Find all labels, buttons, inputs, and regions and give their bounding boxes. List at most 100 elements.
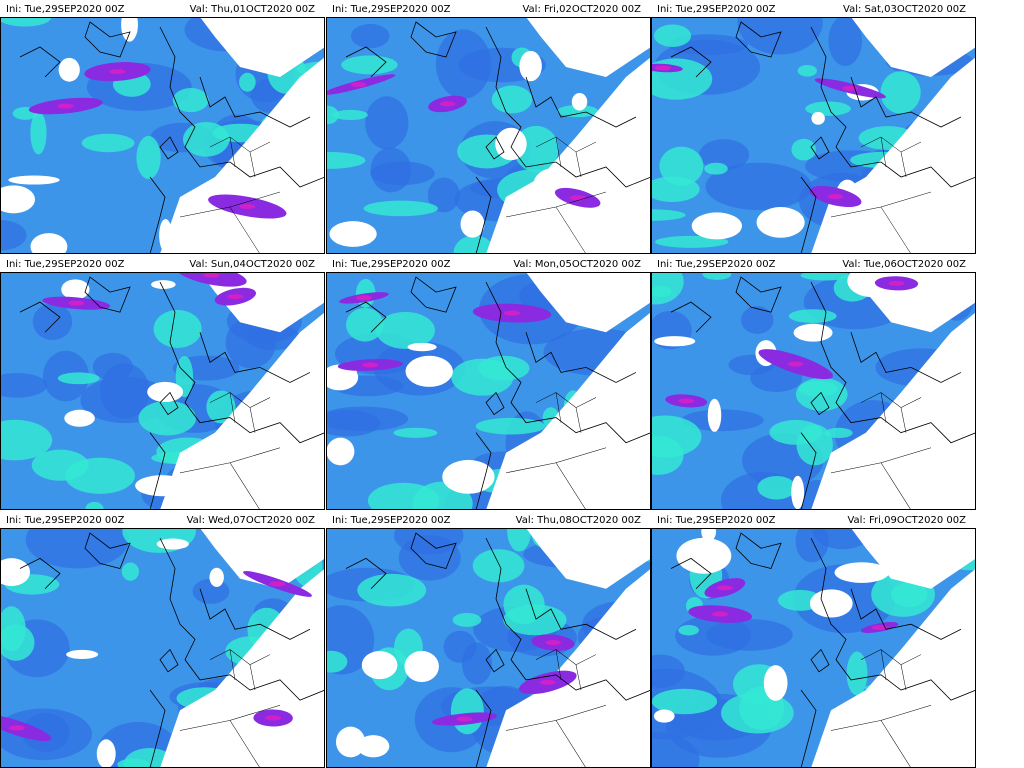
map (0, 17, 325, 254)
dry-land (811, 312, 976, 510)
init-label: Ini: Tue,29SEP2020 00Z (332, 515, 451, 526)
very-heavy-precip (109, 69, 126, 75)
dry-patch (357, 735, 390, 758)
light-precip (453, 235, 495, 254)
dry-patch (174, 723, 191, 748)
borders (179, 392, 281, 510)
precip-area (0, 219, 27, 251)
dry-patch (58, 57, 80, 82)
dry-land (486, 312, 651, 510)
precip-area (92, 352, 133, 381)
light-precip (651, 415, 702, 458)
map-frame (651, 528, 976, 768)
dry-patch (147, 381, 184, 403)
precip-area (651, 731, 700, 768)
map-frame (0, 17, 325, 254)
light-precip (121, 562, 140, 581)
light-precip (451, 358, 514, 396)
dry-patch (827, 238, 870, 254)
init-label: Ini: Tue,29SEP2020 00Z (657, 515, 776, 526)
very-heavy-precip (678, 398, 695, 404)
valid-label: Val: Wed,07OCT2020 00Z (187, 515, 316, 526)
light-precip (326, 650, 348, 673)
map (651, 528, 976, 768)
dry-patch (834, 562, 890, 583)
light-precip (326, 105, 339, 125)
light-precip (136, 135, 161, 180)
precip-area (740, 306, 774, 334)
precip-area (365, 96, 409, 150)
light-precip (81, 133, 135, 153)
light-precip (880, 71, 921, 114)
valid-label: Val: Fri,02OCT2020 00Z (522, 4, 641, 15)
light-precip (653, 24, 692, 47)
light-precip (0, 419, 53, 461)
map-frame (0, 528, 325, 768)
light-precip (788, 309, 837, 323)
precip-area (0, 372, 48, 398)
light-precip (503, 584, 545, 625)
light-precip (363, 200, 439, 217)
dry-patch (653, 709, 675, 723)
borders (179, 649, 281, 768)
light-precip (824, 427, 853, 439)
coastline (345, 532, 651, 768)
light-precip (206, 390, 236, 424)
dry-land (851, 528, 976, 589)
valid-label: Val: Thu,08OCT2020 00Z (516, 515, 642, 526)
dry-patch (121, 17, 138, 42)
valid-label: Val: Mon,05OCT2020 00Z (513, 259, 641, 270)
precip-area (350, 23, 390, 49)
light-precip (791, 138, 816, 161)
dry-patch (654, 336, 696, 347)
light-precip (375, 311, 435, 349)
coastline (19, 21, 325, 254)
coastline (670, 532, 976, 768)
dry-patch (809, 589, 853, 618)
light-precip (721, 692, 794, 734)
dry-patch (361, 651, 398, 680)
light-precip (31, 449, 89, 481)
map-frame (651, 272, 976, 510)
light-precip (117, 758, 150, 768)
dry-patch (701, 528, 717, 542)
precip-area (828, 17, 863, 67)
light-precip (846, 651, 868, 696)
very-heavy-precip (545, 640, 562, 646)
precip-area (675, 615, 752, 656)
map-frame (326, 17, 651, 254)
map (326, 528, 651, 768)
valid-label: Val: Thu,01OCT2020 00Z (190, 4, 316, 15)
very-heavy-precip (362, 362, 379, 368)
light-precip (651, 176, 700, 202)
coastline (345, 21, 651, 254)
dry-patch (135, 475, 189, 497)
dry-patch (326, 437, 355, 466)
very-heavy-precip (569, 195, 586, 201)
light-precip (769, 419, 823, 445)
very-heavy-precip (203, 272, 220, 278)
very-heavy-precip (439, 101, 456, 107)
dry-patch (64, 409, 95, 427)
dry-land (160, 312, 325, 510)
map-frame (326, 528, 651, 768)
light-precip (757, 475, 796, 500)
light-precip (797, 64, 817, 77)
dry-patch (519, 50, 542, 82)
dry-land (200, 272, 325, 333)
light-precip (651, 272, 684, 305)
dry-patch (495, 127, 527, 161)
precip-area (427, 177, 460, 213)
precip-area (22, 713, 70, 752)
dry-patch (460, 210, 485, 238)
light-precip (326, 151, 366, 169)
dry-land (200, 528, 325, 589)
light-precip (85, 501, 104, 510)
map (326, 17, 651, 254)
dry-land (526, 272, 651, 333)
coastline (19, 532, 325, 768)
dry-land (200, 17, 325, 77)
light-precip (357, 573, 427, 607)
dry-patch (8, 175, 60, 185)
